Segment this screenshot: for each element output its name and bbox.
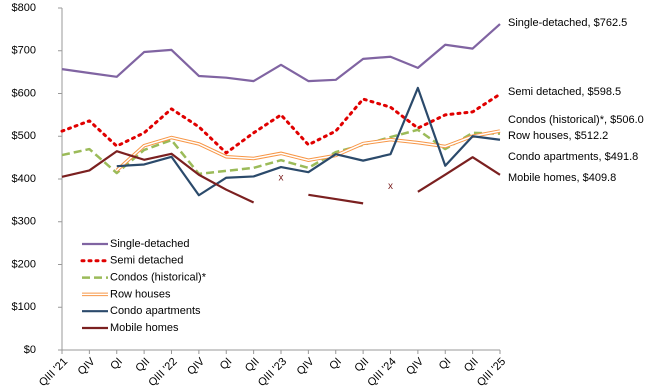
series-line [116, 86, 501, 197]
x-tick-label: QI [108, 356, 125, 373]
legend-label: Row houses [110, 288, 171, 300]
legend-label: Condo apartments [110, 305, 201, 317]
y-tick-label: $300 [12, 216, 36, 228]
legend-label: Semi detached [110, 255, 183, 267]
y-tick-label: $500 [12, 130, 36, 142]
legend-label: Condos (historical)* [110, 272, 207, 284]
x-tick-label: QIII '23 [256, 356, 289, 389]
x-tick-label: QII [243, 356, 262, 375]
y-tick-label: $0 [24, 344, 36, 356]
x-tick-label: QI [327, 356, 344, 373]
y-tick-label: $100 [12, 301, 36, 313]
x-tick-label: QI [437, 356, 454, 373]
x-tick-label: QIV [76, 355, 98, 377]
end-label: Single-detached, $762.5 [508, 17, 627, 29]
end-label: Row houses, $512.2 [508, 130, 608, 142]
y-tick-label: $200 [12, 258, 36, 270]
y-tick-label: $800 [12, 2, 36, 14]
x-tick-label: QIV [185, 355, 207, 377]
x-tick-label: QIV [404, 355, 426, 377]
x-tick-label: QIII '21 [37, 356, 70, 389]
x-tick-label: QII [352, 356, 371, 375]
legend-label: Mobile homes [110, 322, 179, 334]
annotation: x [388, 181, 393, 192]
series-line [61, 23, 501, 83]
end-label: Condos (historical)*, $506.0 [508, 114, 644, 126]
annotation: x [279, 172, 284, 183]
series-line-outline [115, 129, 501, 172]
series-line [61, 150, 501, 205]
x-tick-label: QII [462, 356, 481, 375]
legend-label: Single-detached [110, 238, 190, 250]
y-tick-label: $600 [12, 87, 36, 99]
x-tick-label: QII [133, 356, 152, 375]
y-tick-label: $400 [12, 173, 36, 185]
x-tick-label: QI [218, 356, 235, 373]
end-label: Semi detached, $598.5 [508, 86, 621, 98]
end-label: Mobile homes, $409.8 [508, 172, 616, 184]
x-tick-label: QIII '22 [146, 356, 179, 389]
x-tick-label: QIII '25 [475, 356, 508, 389]
y-tick-label: $700 [12, 45, 36, 57]
series-line-inner [116, 130, 501, 172]
x-tick-label: QIII '24 [365, 356, 398, 389]
x-tick-label: QIV [295, 355, 317, 377]
end-label: Condo apartments, $491.8 [508, 151, 638, 163]
series-line [60, 92, 502, 155]
